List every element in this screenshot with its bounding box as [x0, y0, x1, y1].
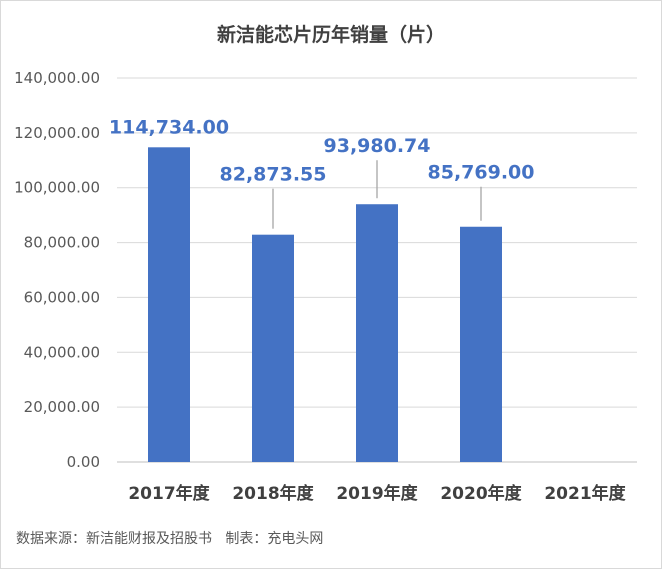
- y-tick-label: 120,000.00: [14, 124, 100, 142]
- bar: [252, 234, 294, 462]
- chart-title: 新洁能芯片历年销量（片）: [217, 23, 445, 46]
- data-label: 82,873.55: [220, 164, 327, 186]
- bar: [460, 226, 502, 462]
- label-leader-lines: [272, 160, 482, 229]
- y-tick-label: 0.00: [67, 453, 100, 471]
- y-axis: 0.00 20,000.00 40,000.00 60,000.00 80,000.00…: [14, 69, 100, 471]
- data-label: 93,980.74: [324, 135, 431, 157]
- y-tick-label: 80,000.00: [24, 234, 100, 252]
- data-label: 85,769.00: [428, 162, 535, 184]
- y-tick-label: 100,000.00: [14, 179, 100, 197]
- x-tick-label: 2018年度: [232, 483, 314, 504]
- source-note: 数据来源：新洁能财报及招股书 制表：充电头网: [16, 531, 324, 547]
- x-tick-label: 2019年度: [336, 483, 418, 504]
- x-tick-label: 2020年度: [440, 483, 522, 504]
- x-axis: 2017年度 2018年度 2019年度 2020年度 2021年度: [128, 483, 626, 504]
- x-tick-label: 2017年度: [128, 483, 210, 504]
- y-tick-label: 140,000.00: [14, 69, 100, 87]
- bar: [356, 204, 398, 463]
- data-labels: 114,734.00 82,873.55 93,980.74 85,769.00: [109, 116, 535, 185]
- y-tick-label: 60,000.00: [24, 288, 100, 306]
- data-label: 114,734.00: [109, 116, 229, 138]
- x-tick-label: 2021年度: [544, 483, 626, 504]
- bars: [148, 147, 502, 463]
- y-tick-label: 20,000.00: [24, 398, 100, 416]
- y-tick-label: 40,000.00: [24, 343, 100, 361]
- bar: [148, 147, 190, 462]
